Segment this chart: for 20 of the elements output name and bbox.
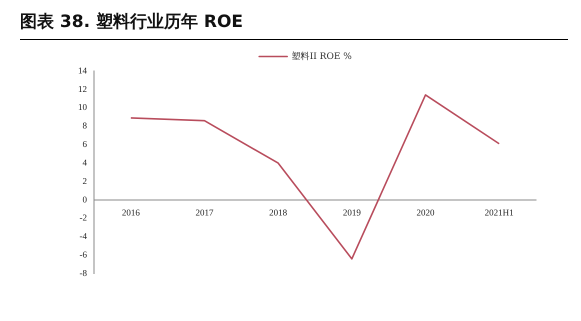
x-tick-label: 2018 — [269, 208, 288, 218]
y-tick-label: 12 — [78, 84, 87, 94]
x-tick-label: 2021H1 — [484, 208, 514, 218]
x-tick-label: 2019 — [342, 208, 362, 218]
y-tick-label: -8 — [80, 268, 88, 278]
y-tick-label: 6 — [82, 139, 88, 150]
y-tick-label: 14 — [78, 65, 88, 76]
y-tick-label: 2 — [82, 176, 87, 186]
y-tick-label: 0 — [82, 194, 88, 204]
y-tick-label: 10 — [78, 102, 88, 112]
y-tick-label: 8 — [82, 120, 88, 131]
x-tick-label: 2020 — [416, 208, 435, 218]
x-tick-label: 2017 — [196, 208, 214, 218]
y-tick-label: -4 — [80, 231, 88, 242]
x-tick-label: 2016 — [122, 208, 140, 218]
chart-title: 图表 38. 塑料行业历年 ROE — [20, 10, 568, 40]
y-tick-label: 4 — [82, 157, 88, 168]
legend-label: 塑料II ROE % — [292, 50, 352, 62]
y-tick-label: -2 — [80, 212, 87, 223]
y-tick-label: -6 — [80, 250, 88, 260]
